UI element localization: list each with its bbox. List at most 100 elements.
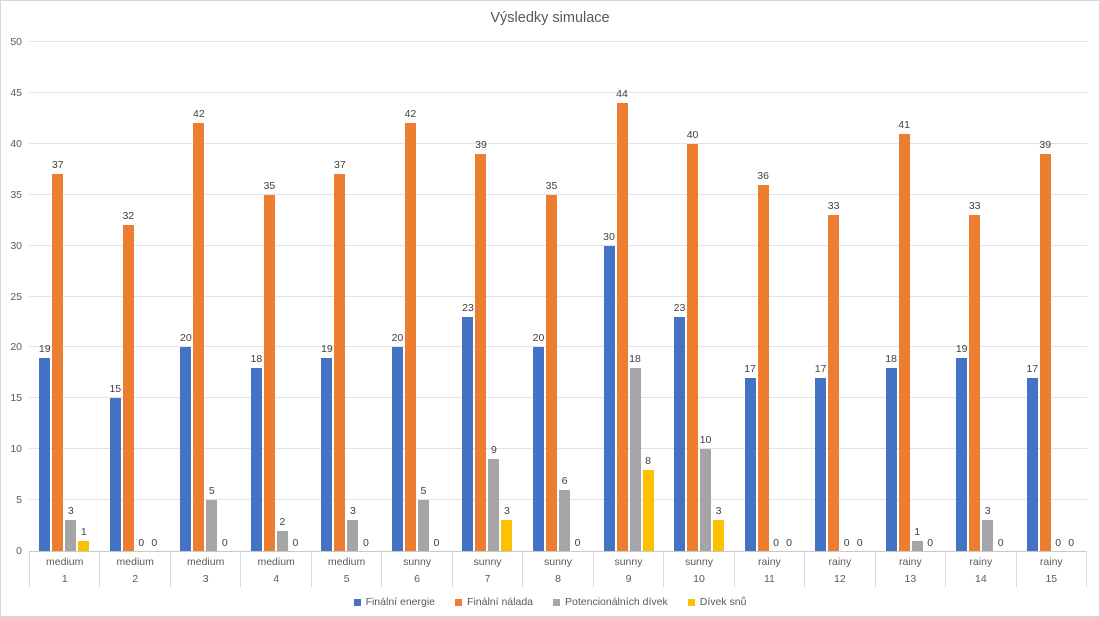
value-label: 33 [827, 200, 840, 213]
bar-slot: 6 [558, 42, 570, 551]
bar-slot: 40 [687, 42, 698, 551]
value-label: 0 [997, 537, 1004, 549]
value-label: 0 [786, 537, 792, 549]
bar [757, 184, 769, 551]
gridline [29, 295, 1087, 297]
bar [276, 530, 288, 551]
value-label: 40 [686, 128, 699, 141]
category-weather-label: sunny [403, 556, 432, 568]
value-label: 0 [1055, 537, 1062, 549]
bar-slot: 23 [674, 42, 685, 551]
legend-label: Dívek snů [699, 596, 747, 608]
value-label: 41 [898, 118, 910, 131]
bar [122, 225, 134, 551]
value-label: 0 [362, 537, 369, 549]
category-cell: sunny 6 [382, 552, 453, 587]
bar [250, 367, 262, 551]
bar [1039, 153, 1051, 551]
category-group: 20 42 5 0 [170, 42, 241, 551]
bar [885, 367, 897, 551]
legend-item: Finální nálada [455, 596, 533, 608]
value-label: 0 [574, 537, 581, 549]
y-tick-label: 30 [10, 239, 22, 252]
category-weather-label: sunny [473, 556, 502, 568]
value-label: 0 [843, 537, 850, 549]
value-label: 18 [250, 352, 263, 365]
bar [180, 347, 192, 551]
bar-slot: 39 [475, 42, 487, 551]
value-label: 0 [1068, 537, 1075, 549]
category-cell: medium 3 [171, 552, 242, 587]
category-weather-label: rainy [898, 556, 922, 568]
legend-item: Dívek snů [687, 596, 747, 608]
legend-label: Potencionálních dívek [565, 596, 668, 608]
category-weather-label: sunny [684, 556, 713, 568]
bar-slot: 9 [488, 42, 500, 551]
category-cell: rainy 12 [805, 552, 876, 587]
value-label: 19 [38, 342, 51, 355]
bar-slot: 0 [771, 42, 782, 551]
value-label: 0 [433, 537, 440, 549]
bar-slot: 3 [713, 42, 725, 551]
bar-slot: 30 [603, 42, 615, 551]
gridline [29, 142, 1087, 144]
y-tick-label: 50 [10, 36, 22, 48]
value-label: 0 [138, 537, 145, 549]
bar [982, 520, 994, 551]
category-weather-label: rainy [758, 556, 781, 568]
bar [263, 194, 275, 551]
bar [603, 245, 615, 551]
bar-slot: 41 [898, 42, 910, 551]
value-label: 0 [221, 537, 228, 549]
category-cell: sunny 7 [453, 552, 524, 587]
bar [700, 449, 712, 551]
bar-slot: 20 [533, 42, 544, 551]
category-weather-label: medium [116, 556, 154, 568]
category-group: 20 35 6 0 [523, 42, 594, 551]
legend-item: Potencionálních dívek [553, 596, 668, 608]
value-label: 18 [885, 352, 897, 365]
value-label: 17 [814, 362, 827, 375]
gridline [29, 448, 1087, 450]
bar [404, 123, 416, 551]
bar-slot: 5 [206, 42, 218, 551]
bar-slot: 0 [572, 42, 583, 551]
bar-slot: 20 [392, 42, 403, 551]
bar [65, 520, 77, 551]
category-weather-label: rainy [828, 556, 852, 568]
bar [815, 377, 827, 551]
value-label: 3 [67, 505, 74, 518]
value-label: 33 [968, 200, 981, 213]
bar [78, 540, 90, 551]
category-group: 30 44 18 8 [593, 42, 664, 551]
bar [1026, 377, 1038, 551]
value-label: 0 [773, 537, 779, 549]
plot-area: 19 37 3 1 15 32 0 0 20 42 5 0 18 35 2 0 19 37 3 0 20 42 5 0 23 39… [29, 41, 1087, 551]
bar [52, 174, 64, 551]
value-label: 15 [109, 383, 122, 396]
value-label: 5 [420, 485, 427, 498]
chart-title: Výsledky simulace [490, 10, 610, 26]
category-weather-label: medium [46, 556, 84, 568]
category-group: 17 33 0 0 [805, 42, 876, 551]
bar-slot: 0 [995, 42, 1006, 551]
bar-slot: 0 [149, 42, 160, 551]
value-label: 35 [263, 179, 276, 192]
category-group: 19 33 3 0 [946, 42, 1017, 551]
bar [39, 357, 51, 551]
bar-slot: 1 [78, 42, 90, 551]
bar [417, 500, 429, 551]
value-label: 2 [279, 515, 286, 528]
value-label: 19 [955, 342, 968, 355]
bar [744, 377, 756, 551]
bar [616, 103, 628, 551]
category-number-label: 12 [834, 573, 846, 585]
bar-slot: 5 [417, 42, 429, 551]
value-label: 3 [504, 505, 510, 518]
bar-slot: 0 [1066, 42, 1077, 551]
bar-slot: 15 [109, 42, 122, 551]
category-weather-label: sunny [614, 556, 643, 568]
bar-slot: 19 [38, 42, 51, 551]
category-weather-label: medium [327, 556, 366, 568]
bar-slot: 19 [321, 42, 333, 551]
